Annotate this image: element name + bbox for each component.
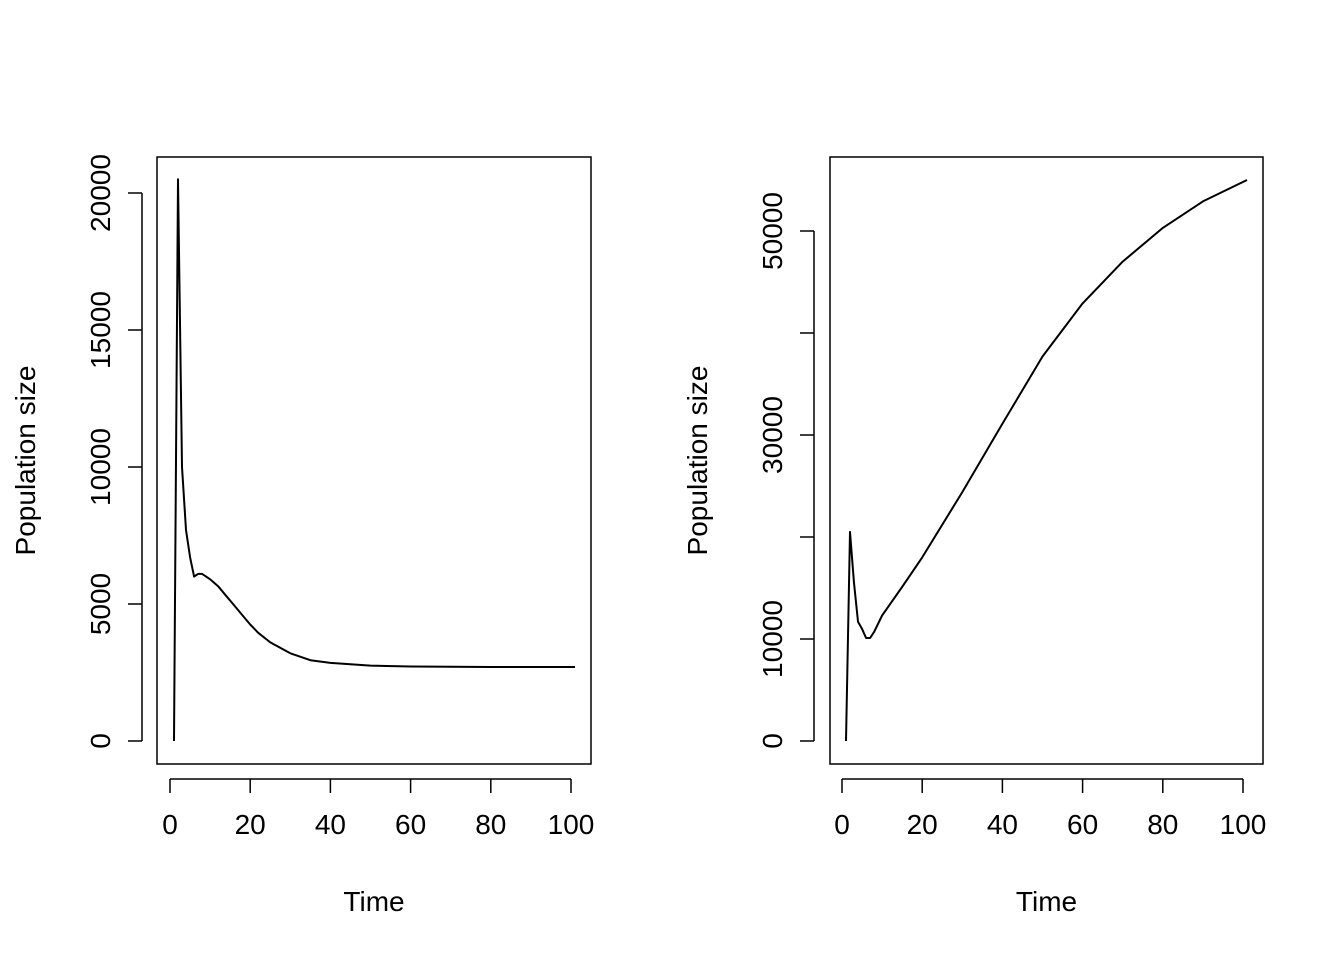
x-axis-title: Time [343,886,404,917]
x-tick-label: 100 [548,809,595,840]
y-tick-label: 0 [757,733,788,749]
y-tick-label: 20000 [85,154,116,232]
y-tick-label: 50000 [757,192,788,270]
panel-1: 0 20 40 60 80 100 0 5000 10000 15000 20000 Time Popu… [10,154,594,917]
plot-frame [156,156,592,765]
x-tick-label: 100 [1220,809,1267,840]
series-line [173,178,575,742]
x-tick-label: 0 [162,809,178,840]
y-tick-label: 5000 [85,573,116,635]
y-tick-label: 0 [85,733,116,749]
x-axis-title: Time [1016,886,1077,917]
y-axis-title: Population size [10,366,41,556]
y-tick-label: 10000 [757,600,788,678]
y-axis-title: Population size [682,366,713,556]
x-tick-label: 0 [834,809,850,840]
plot-frame [829,156,1264,765]
y-tick-label: 10000 [85,428,116,506]
x-tick-label: 20 [907,809,938,840]
x-tick-label: 80 [1147,809,1178,840]
x-tick-label: 60 [1067,809,1098,840]
x-tick-label: 40 [315,809,346,840]
x-tick-label: 80 [475,809,506,840]
series-line [845,179,1248,742]
panel-2: 0 20 40 60 80 100 0 10000 30000 50000 Time Populati… [682,156,1267,917]
y-tick-label: 30000 [757,396,788,474]
x-tick-label: 40 [987,809,1018,840]
y-tick-label: 15000 [85,291,116,369]
x-tick-label: 60 [395,809,426,840]
x-tick-label: 20 [235,809,266,840]
